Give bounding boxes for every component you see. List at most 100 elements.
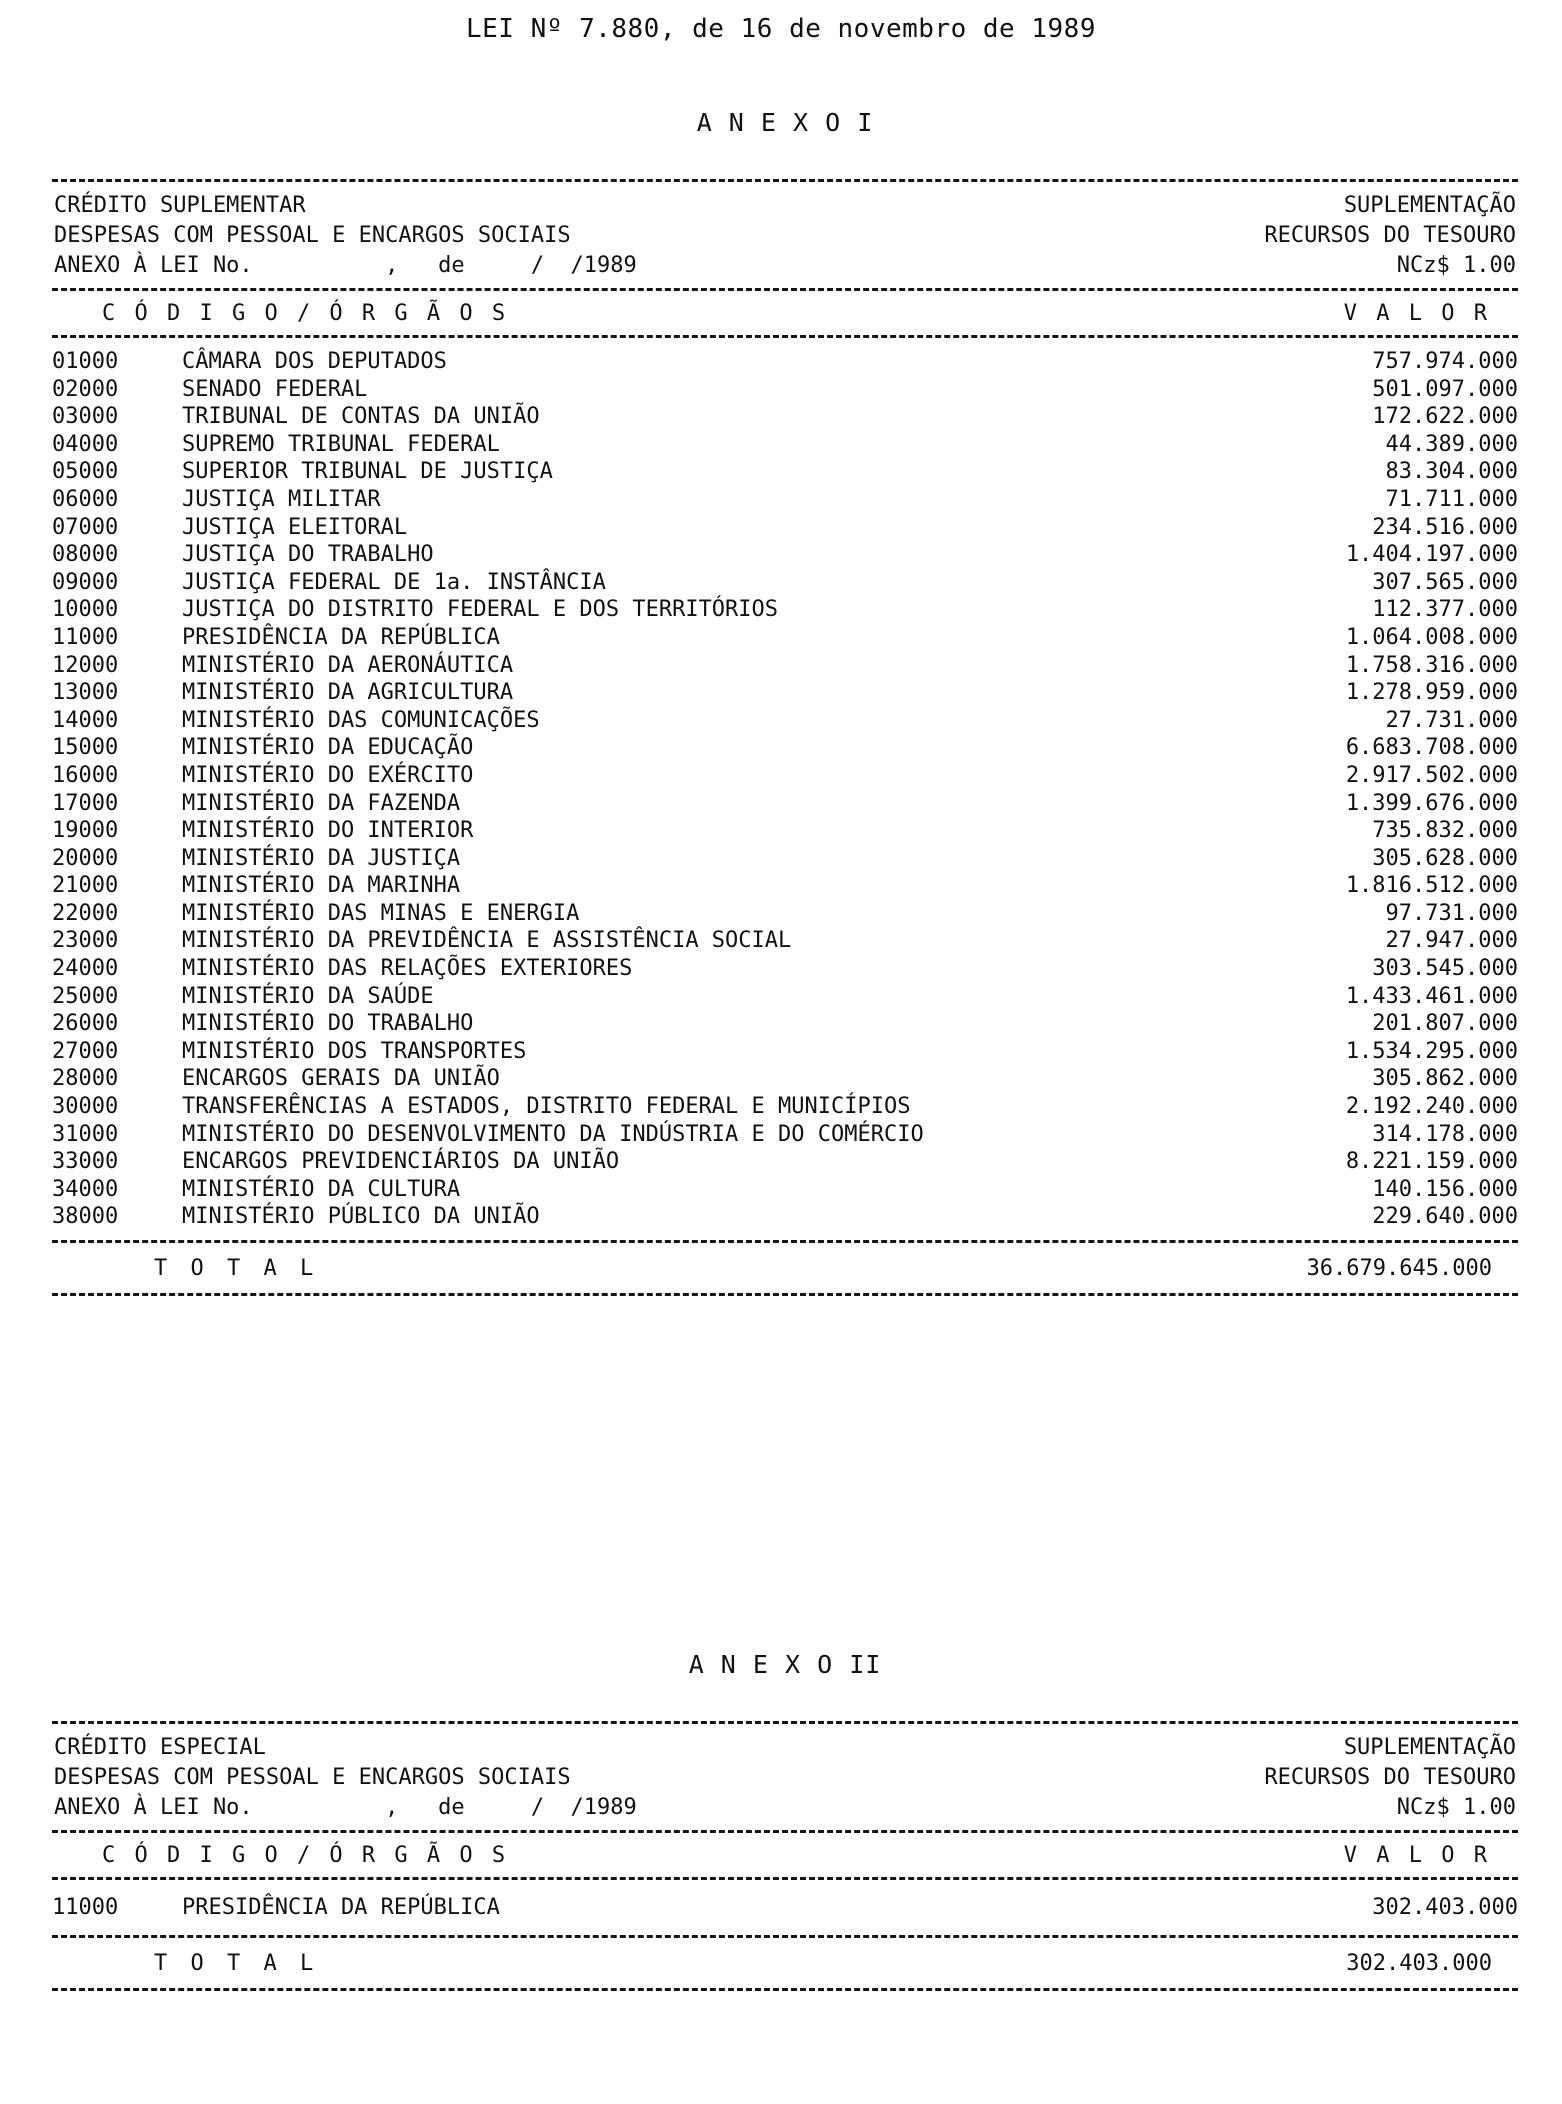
row-value: 1.064.008.000 (1345, 624, 1518, 650)
annex-2-column-headers: C Ó D I G O / Ó R G Ã O S V A L O R (52, 1833, 1518, 1877)
annex-1-title: A N E X O I (696, 108, 874, 137)
row-code: 10000 (52, 597, 119, 623)
row-code: 21000 (52, 873, 119, 899)
table-row: 24000 MINISTÉRIO DAS RELAÇÕES EXTERIORES 3… (52, 955, 1518, 983)
row-organ-name: SUPREMO TRIBUNAL FEDERAL (182, 431, 500, 457)
row-value: 27.947.000 (1385, 928, 1518, 954)
separator-rule (52, 335, 1518, 338)
row-organ-name: CÂMARA DOS DEPUTADOS (182, 349, 447, 374)
table-row: 21000 MINISTÉRIO DA MARINHA 1.816.512.000 (52, 872, 1518, 900)
row-organ-name: MINISTÉRIO DAS RELAÇÕES EXTERIORES (182, 956, 633, 982)
row-value: 112.377.000 (1372, 597, 1518, 623)
row-value: 1.433.461.000 (1345, 983, 1518, 1009)
spacer (52, 338, 1518, 348)
row-code: 38000 (52, 1204, 119, 1230)
row-organ-name: JUSTIÇA DO DISTRITO FEDERAL E DOS TERRIT… (182, 597, 779, 623)
table-row: 27000 MINISTÉRIO DOS TRANSPORTES 1.534.295… (52, 1038, 1518, 1066)
row-value: 305.862.000 (1372, 1066, 1518, 1092)
column-header-value: V A L O R (1343, 1843, 1490, 1868)
row-value: 305.628.000 (1372, 845, 1518, 871)
row-code: 08000 (52, 542, 119, 568)
annex-2-meta-left: CRÉDITO ESPECIAL DESPESAS COM PESSOAL E … (54, 1733, 637, 1823)
row-value: 44.389.000 (1385, 431, 1518, 457)
table-row: 22000 MINISTÉRIO DAS MINAS E ENERGIA 97.73… (52, 900, 1518, 928)
row-organ-name: MINISTÉRIO DA JUSTIÇA (182, 845, 461, 871)
row-value: 757.974.000 (1372, 349, 1518, 374)
table-row: 16000 MINISTÉRIO DO EXÉRCITO 2.917.502.000 (52, 762, 1518, 790)
separator-rule (52, 1934, 1518, 1938)
row-value: 1.534.295.000 (1345, 1038, 1518, 1064)
row-code: 27000 (52, 1038, 119, 1064)
table-row: 12000 MINISTÉRIO DA AERONÁUTICA 1.758.316.… (52, 652, 1518, 680)
row-value: 1.399.676.000 (1345, 790, 1518, 816)
row-organ-name: TRANSFERÊNCIAS A ESTADOS, DISTRITO FEDER… (182, 1094, 911, 1120)
row-value: 172.622.000 (1372, 404, 1518, 430)
column-header-code-organ: C Ó D I G O / Ó R G Ã O S (102, 301, 509, 326)
table-row: 09000 JUSTIÇA FEDERAL DE 1a. INSTÂNCIA 307… (52, 569, 1518, 597)
row-value: 6.683.708.000 (1345, 735, 1518, 761)
row-value: 2.192.240.000 (1345, 1094, 1518, 1120)
row-code: 24000 (52, 956, 119, 982)
table-row: 38000 MINISTÉRIO PÚBLICO DA UNIÃO 229.640.… (52, 1203, 1518, 1231)
row-value: 307.565.000 (1372, 569, 1518, 595)
row-code: 14000 (52, 707, 119, 733)
row-organ-name: PRESIDÊNCIA DA REPÚBLICA (182, 1895, 500, 1920)
row-value: 1.404.197.000 (1345, 542, 1518, 568)
table-row: 14000 MINISTÉRIO DAS COMUNICAÇÕES 27.731.0… (52, 707, 1518, 735)
table-row: 02000 SENADO FEDERAL 501.097.000 (52, 376, 1518, 404)
row-organ-name: MINISTÉRIO DA MARINHA (182, 873, 461, 899)
annex-1-section: A N E X O I CRÉDITO SUPLEMENTAR DESPESAS… (52, 108, 1518, 1296)
table-row: 01000 CÂMARA DOS DEPUTADOS 757.974.000 (52, 348, 1518, 376)
row-code: 02000 (52, 376, 119, 402)
row-organ-name: MINISTÉRIO DOS TRANSPORTES (182, 1038, 527, 1064)
row-organ-name: MINISTÉRIO DA PREVIDÊNCIA E ASSISTÊNCIA … (182, 928, 792, 954)
row-code: 15000 (52, 735, 119, 761)
row-code: 34000 (52, 1176, 119, 1202)
total-value: 36.679.645.000 (1306, 1256, 1492, 1281)
column-header-code-organ: C Ó D I G O / Ó R G Ã O S (102, 1843, 509, 1868)
row-value: 71.711.000 (1385, 486, 1518, 512)
row-organ-name: SENADO FEDERAL (182, 376, 368, 402)
spacer (52, 1231, 1518, 1240)
table-row: 11000 PRESIDÊNCIA DA REPÚBLICA 1.064.008.0… (52, 624, 1518, 652)
table-row: 26000 MINISTÉRIO DO TRABALHO 201.807.000 (52, 1010, 1518, 1038)
table-row: 13000 MINISTÉRIO DA AGRICULTURA 1.278.959.… (52, 679, 1518, 707)
page-title: LEI Nº 7.880, de 16 de novembro de 1989 (466, 14, 1096, 44)
currency-unit-label: NCz$ 1.00 (1396, 253, 1516, 278)
separator-rule (52, 1293, 1518, 1296)
table-row: 15000 MINISTÉRIO DA EDUCAÇÃO 6.683.708.000 (52, 734, 1518, 762)
expense-type-label: DESPESAS COM PESSOAL E ENCARGOS SOCIAIS (54, 1765, 571, 1790)
table-row: 06000 JUSTIÇA MILITAR 71.711.000 (52, 486, 1518, 514)
row-code: 05000 (52, 459, 119, 485)
row-organ-name: PRESIDÊNCIA DA REPÚBLICA (182, 624, 500, 650)
table-row: 08000 JUSTIÇA DO TRABALHO 1.404.197.000 (52, 541, 1518, 569)
row-organ-name: MINISTÉRIO PÚBLICO DA UNIÃO (182, 1204, 540, 1230)
separator-rule (52, 1240, 1518, 1243)
row-organ-name: MINISTÉRIO DA AERONÁUTICA (182, 652, 514, 678)
row-value: 234.516.000 (1372, 514, 1518, 540)
annex-2-title: A N E X O II (688, 1650, 882, 1679)
row-organ-name: JUSTIÇA FEDERAL DE 1a. INSTÂNCIA (182, 569, 606, 595)
table-row: 23000 MINISTÉRIO DA PREVIDÊNCIA E ASSISTÊ… (52, 927, 1518, 955)
row-organ-name: MINISTÉRIO DA CULTURA (182, 1176, 461, 1202)
row-code: 28000 (52, 1066, 119, 1092)
row-code: 25000 (52, 983, 119, 1009)
row-code: 11000 (52, 624, 119, 650)
row-value: 1.278.959.000 (1345, 680, 1518, 706)
row-organ-name: TRIBUNAL DE CONTAS DA UNIÃO (182, 404, 540, 430)
row-code: 04000 (52, 431, 119, 457)
supplementation-label: SUPLEMENTAÇÃO (1343, 193, 1516, 218)
row-value: 303.545.000 (1372, 956, 1518, 982)
row-code: 20000 (52, 845, 119, 871)
row-value: 8.221.159.000 (1345, 1149, 1518, 1175)
table-row: 30000 TRANSFERÊNCIAS A ESTADOS, DISTRITO … (52, 1093, 1518, 1121)
row-organ-name: MINISTÉRIO DAS COMUNICAÇÕES (182, 707, 540, 733)
row-organ-name: MINISTÉRIO DA EDUCAÇÃO (182, 735, 474, 761)
row-code: 09000 (52, 569, 119, 595)
row-code: 11000 (52, 1895, 119, 1920)
row-organ-name: SUPERIOR TRIBUNAL DE JUSTIÇA (182, 459, 553, 485)
annex-2-meta-right: SUPLEMENTAÇÃO RECURSOS DO TESOURO NCz$ 1… (1264, 1733, 1516, 1823)
table-row: 20000 MINISTÉRIO DA JUSTIÇA 305.628.000 (52, 845, 1518, 873)
row-code: 12000 (52, 652, 119, 678)
